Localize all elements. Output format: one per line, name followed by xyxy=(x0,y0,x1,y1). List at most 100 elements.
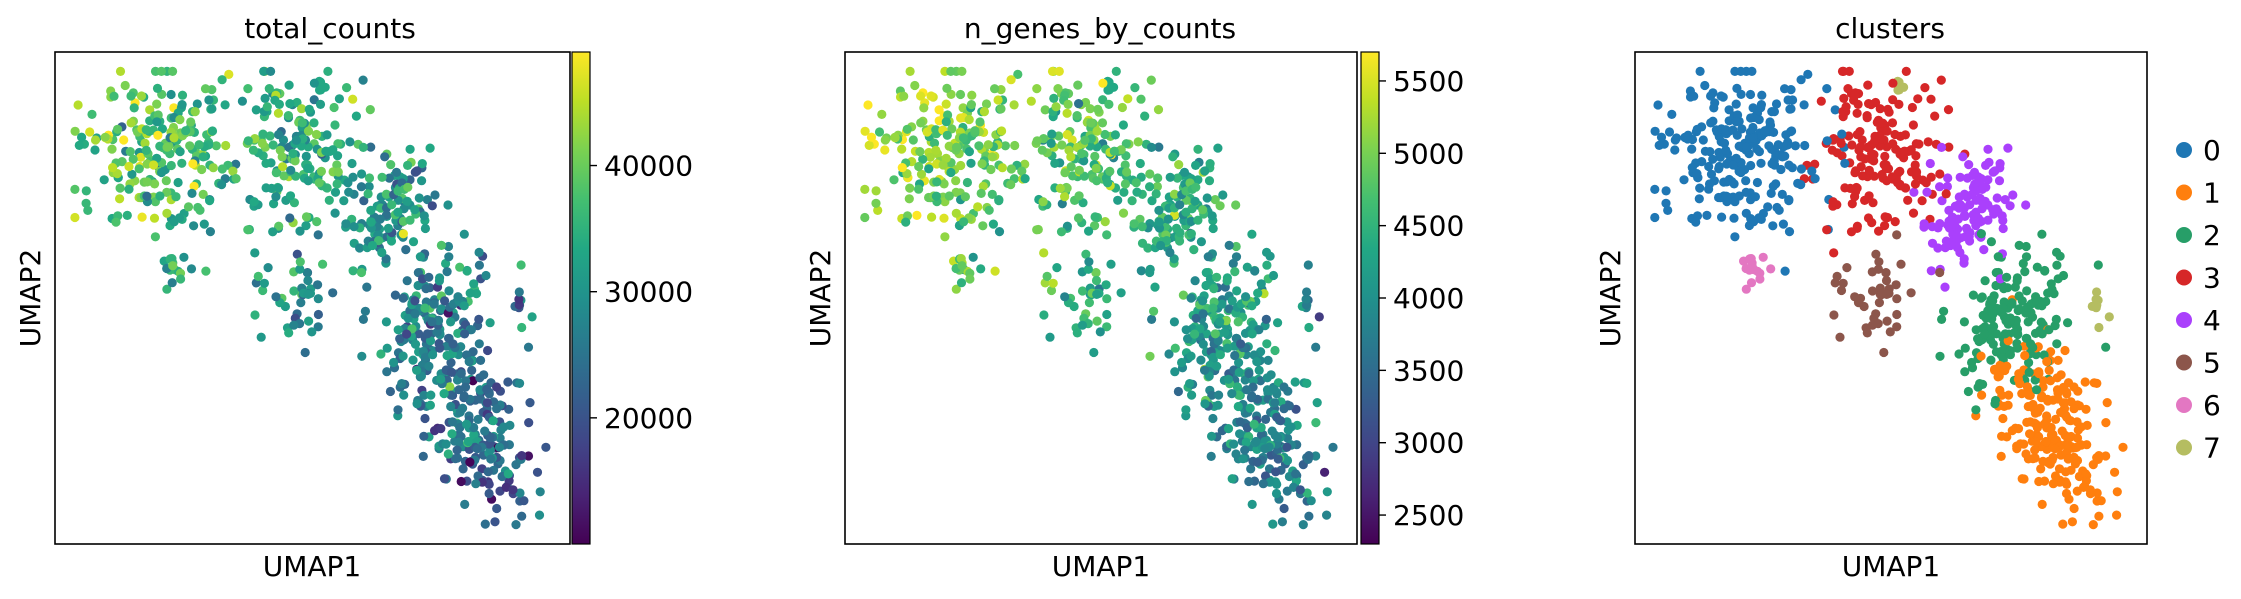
panel1-point xyxy=(484,479,494,489)
panel3-point xyxy=(1670,135,1680,145)
panel2-point xyxy=(860,184,870,194)
panel3-point xyxy=(1694,194,1704,204)
panel2-point xyxy=(1135,158,1145,169)
panel2-point xyxy=(1262,247,1272,257)
panel3-point xyxy=(1870,135,1880,145)
panel3-point xyxy=(2072,442,2082,452)
panel1-point xyxy=(125,147,135,157)
panel3-point xyxy=(1850,168,1860,178)
panel1-point xyxy=(330,208,340,218)
panel2-point xyxy=(1196,237,1206,247)
panel1-point xyxy=(425,143,435,153)
panel2-point xyxy=(1298,520,1308,530)
panel2-point xyxy=(931,125,941,135)
panel1-point xyxy=(320,82,330,92)
panel3-point xyxy=(2025,417,2035,427)
panel1-point xyxy=(199,219,209,229)
panel2-point xyxy=(965,274,975,284)
panel2-point xyxy=(1074,191,1084,201)
panel1-point xyxy=(427,317,437,327)
panel2-point xyxy=(1311,342,1321,352)
panel1-point xyxy=(217,164,227,174)
panel2-point xyxy=(1091,275,1102,286)
panel1-point xyxy=(430,190,440,200)
panel1-point xyxy=(177,100,187,110)
panel1-point xyxy=(422,195,432,205)
panel1-point xyxy=(316,166,326,176)
panel1-point xyxy=(410,296,420,306)
panel2-point xyxy=(1273,454,1283,464)
panel3-point xyxy=(2007,299,2017,309)
panel1-point xyxy=(309,95,319,105)
panel3-point xyxy=(1783,95,1793,105)
panel1-point xyxy=(399,390,409,400)
panel2-point xyxy=(880,145,890,155)
panel2-point xyxy=(1277,517,1287,527)
panel1-point xyxy=(149,213,160,223)
panel3-point xyxy=(2102,398,2112,408)
panel1-point xyxy=(380,152,390,162)
panel1-point xyxy=(145,105,155,115)
panel1-point xyxy=(442,350,452,361)
panel1-point xyxy=(265,131,275,141)
panel2-point xyxy=(912,210,922,220)
panel3-point xyxy=(1875,104,1885,114)
panel2-point xyxy=(864,140,874,150)
panel1-point xyxy=(176,274,186,284)
panel2-point xyxy=(1066,152,1076,162)
panel1-point xyxy=(474,247,484,257)
panel2-point xyxy=(1147,314,1157,324)
panel2-point xyxy=(939,179,949,189)
panel3-point xyxy=(2036,464,2046,474)
panel3-point xyxy=(1909,187,1919,197)
panel2-point xyxy=(1311,418,1321,428)
panel1-point xyxy=(124,161,134,172)
panel1-point xyxy=(285,191,296,201)
panel2-point xyxy=(916,169,927,179)
colorbar-tick-label: 4500 xyxy=(1393,210,1464,243)
panel3-point xyxy=(2014,240,2024,250)
panel2-point xyxy=(1220,327,1230,337)
panel1-point xyxy=(515,488,525,498)
panel2-point xyxy=(956,160,966,171)
panel2-point xyxy=(1303,260,1313,270)
panel1-point xyxy=(419,390,429,400)
panel1-point xyxy=(175,115,185,125)
panel2-point xyxy=(1057,140,1067,150)
panel3-point xyxy=(1920,83,1930,93)
panel1-point xyxy=(153,130,163,140)
panel3-point xyxy=(2024,367,2034,377)
panel1-point xyxy=(450,454,460,464)
panel3-point xyxy=(2092,488,2102,498)
panel2-point xyxy=(1178,290,1188,300)
panel3-point xyxy=(2032,385,2042,395)
panel2-point xyxy=(1165,247,1175,258)
panel3-point xyxy=(1881,275,1892,286)
panel2-point xyxy=(1232,382,1242,392)
panel1-point xyxy=(249,197,259,207)
panel1-point xyxy=(205,196,215,206)
panel2-point xyxy=(984,205,994,215)
panel2-point xyxy=(1120,179,1130,189)
panel1-point xyxy=(295,264,305,274)
panel1-point xyxy=(140,138,150,148)
panel2-point xyxy=(916,118,926,128)
panel2-point xyxy=(1116,145,1126,155)
panel3-point xyxy=(1869,156,1879,166)
panel3-point xyxy=(1952,236,1962,246)
panel1-point xyxy=(348,266,358,276)
panel3-point xyxy=(1896,259,1906,269)
panel2-point xyxy=(1013,69,1023,79)
legend-marker xyxy=(2176,184,2192,201)
panel2-point xyxy=(1208,303,1218,313)
panel2-point xyxy=(967,90,977,100)
panel3-point xyxy=(2019,439,2029,449)
panel1-point xyxy=(263,263,273,273)
panel2-point xyxy=(1169,189,1180,199)
panel1-point xyxy=(250,248,260,258)
panel3-point xyxy=(1838,278,1848,288)
panel3-point xyxy=(1829,248,1839,258)
panel3-point xyxy=(2110,467,2120,477)
panel1-point xyxy=(251,105,261,115)
panel2-point xyxy=(1231,449,1241,459)
